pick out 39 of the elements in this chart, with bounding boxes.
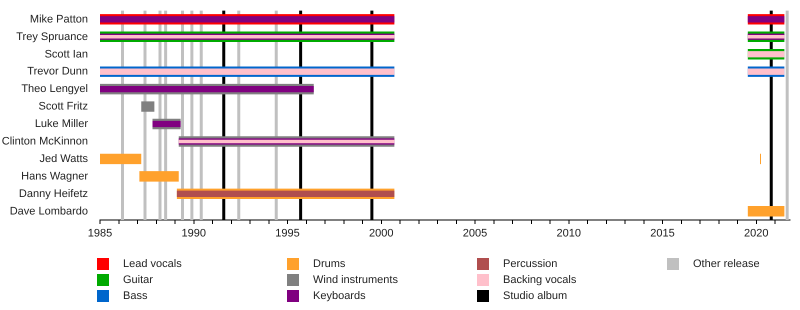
y-tick-label: Trey Spruance	[16, 30, 88, 43]
bar	[748, 16, 784, 22]
x-tick-label: 2020	[744, 228, 768, 240]
legend-label: Bass	[123, 290, 148, 302]
x-tick-label: 1995	[275, 228, 300, 240]
legend-label: Guitar	[123, 274, 153, 286]
x-tick-label: 2000	[369, 228, 394, 240]
bar	[748, 68, 784, 75]
legend-label: Wind instruments	[313, 274, 398, 286]
y-tick-label: Hans Wagner	[21, 170, 88, 182]
y-tick-label: Mike Patton	[30, 13, 88, 26]
legend-label: Lead vocals	[123, 258, 182, 270]
y-tick-label: Theo Lengyel	[21, 83, 88, 96]
x-tick-label: 1985	[88, 228, 112, 240]
y-tick-label: Dave Lombardo	[10, 205, 88, 218]
y-tick-label: Trevor Dunn	[27, 66, 88, 78]
legend-label: Other release	[693, 258, 760, 270]
legend-label: Percussion	[503, 258, 558, 270]
x-tick-label: 2005	[462, 228, 488, 240]
x-tick-label: 2015	[650, 228, 675, 240]
x-tick-label: 2010	[556, 228, 581, 240]
y-tick-label: Jed Watts	[40, 152, 88, 165]
legend-label: Studio album	[503, 290, 568, 302]
bar	[100, 16, 394, 22]
legend-label: Keyboards	[313, 290, 366, 302]
legend-label: Backing vocals	[503, 274, 576, 286]
bar	[141, 101, 154, 112]
bar	[176, 190, 394, 197]
y-tick-label: Scott Ian	[44, 48, 88, 60]
legend-label: Drums	[313, 258, 346, 270]
y-tick-label: Luke Miller	[34, 118, 88, 130]
bar	[100, 154, 142, 164]
y-tick-label: Clinton McKinnon	[2, 136, 88, 148]
bar	[139, 171, 179, 182]
y-tick-label: Danny Heifetz	[18, 188, 88, 200]
x-tick-label: 1990	[182, 228, 206, 240]
bar	[748, 206, 784, 217]
y-tick-label: Scott Fritz	[38, 100, 88, 113]
bar	[100, 68, 394, 75]
